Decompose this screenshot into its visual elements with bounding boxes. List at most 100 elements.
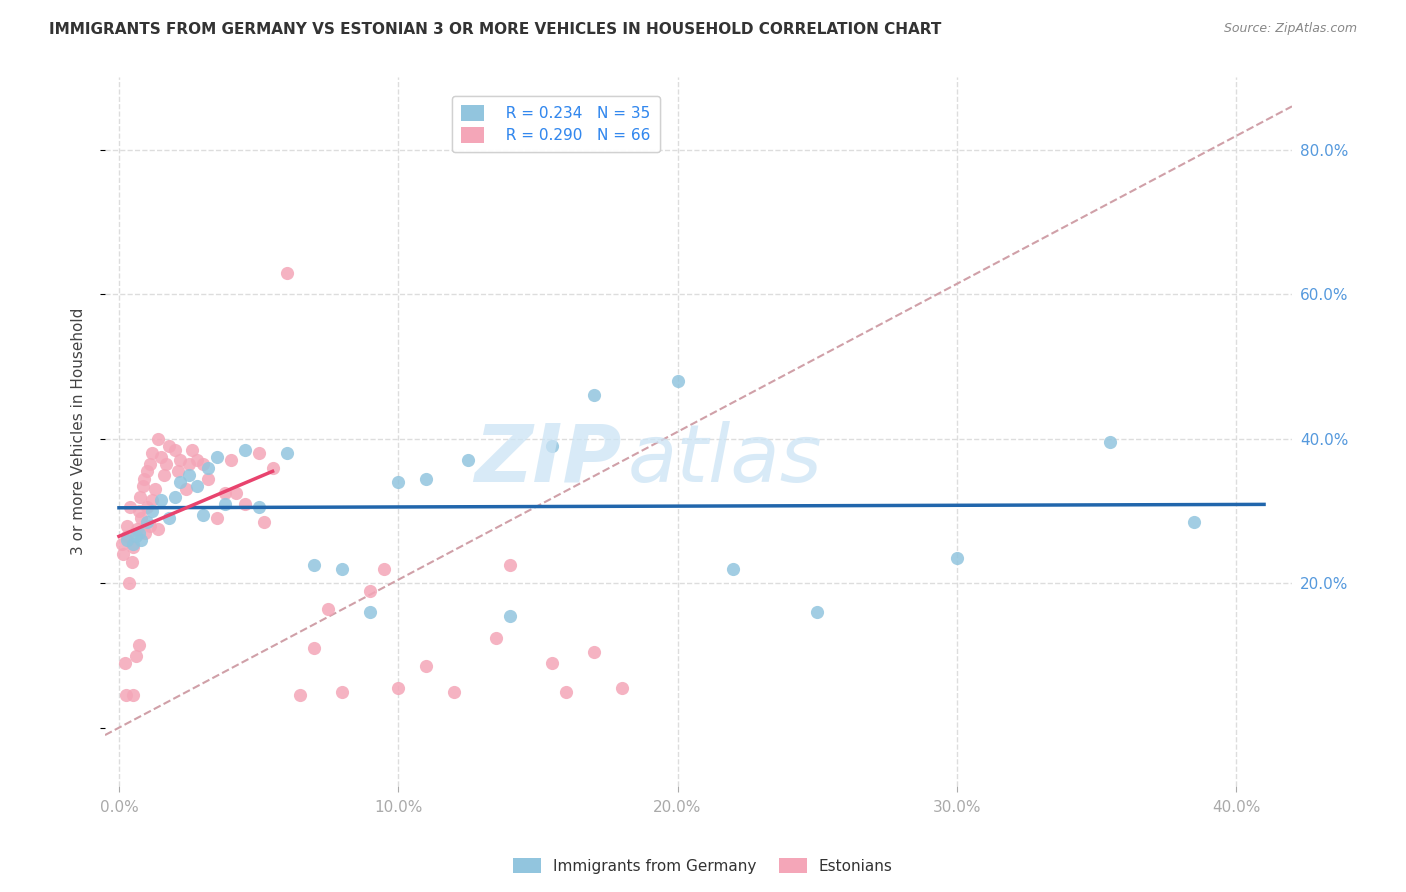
Point	[128, 638, 150, 652]
Point	[387, 681, 409, 695]
Text: Source: ZipAtlas.com: Source: ZipAtlas.com	[1223, 22, 1357, 36]
Point	[141, 446, 163, 460]
Point	[457, 453, 479, 467]
Point	[191, 508, 214, 522]
Point	[415, 659, 437, 673]
Point	[387, 475, 409, 490]
Point	[128, 504, 150, 518]
Point	[180, 442, 202, 457]
Point	[554, 684, 576, 698]
Point	[290, 689, 312, 703]
Point	[262, 460, 284, 475]
Point	[146, 432, 169, 446]
Point	[120, 500, 142, 515]
Point	[114, 656, 136, 670]
Point	[253, 515, 276, 529]
Point	[111, 536, 134, 550]
Legend:   R = 0.234   N = 35,   R = 0.290   N = 66: R = 0.234 N = 35, R = 0.290 N = 66	[453, 95, 659, 153]
Point	[146, 522, 169, 536]
Point	[125, 648, 148, 663]
Text: atlas: atlas	[627, 421, 823, 499]
Point	[122, 689, 145, 703]
Point	[318, 601, 340, 615]
Point	[135, 515, 157, 529]
Legend: Immigrants from Germany, Estonians: Immigrants from Germany, Estonians	[508, 852, 898, 880]
Point	[128, 525, 150, 540]
Text: IMMIGRANTS FROM GERMANY VS ESTONIAN 3 OR MORE VEHICLES IN HOUSEHOLD CORRELATION : IMMIGRANTS FROM GERMANY VS ESTONIAN 3 OR…	[49, 22, 942, 37]
Point	[112, 548, 135, 562]
Point	[186, 453, 208, 467]
Point	[541, 439, 564, 453]
Point	[373, 562, 395, 576]
Point	[332, 684, 354, 698]
Point	[499, 558, 522, 573]
Point	[163, 442, 186, 457]
Point	[276, 266, 298, 280]
Point	[125, 529, 148, 543]
Point	[186, 479, 208, 493]
Point	[127, 522, 149, 536]
Point	[214, 497, 236, 511]
Point	[129, 511, 152, 525]
Point	[166, 464, 188, 478]
Point	[541, 656, 564, 670]
Point	[174, 483, 197, 497]
Point	[197, 460, 219, 475]
Point	[1099, 435, 1122, 450]
Point	[118, 576, 141, 591]
Point	[443, 684, 465, 698]
Y-axis label: 3 or more Vehicles in Household: 3 or more Vehicles in Household	[72, 308, 86, 555]
Point	[152, 467, 174, 482]
Point	[610, 681, 633, 695]
Point	[1182, 515, 1205, 529]
Point	[205, 511, 228, 525]
Point	[723, 562, 745, 576]
Point	[138, 457, 160, 471]
Point	[132, 471, 155, 485]
Point	[214, 486, 236, 500]
Point	[117, 533, 139, 547]
Point	[205, 450, 228, 464]
Point	[169, 475, 191, 490]
Point	[219, 453, 242, 467]
Point	[806, 605, 828, 619]
Point	[177, 467, 200, 482]
Point	[135, 464, 157, 478]
Point	[233, 442, 256, 457]
Point	[117, 518, 139, 533]
Point	[121, 555, 143, 569]
Point	[129, 490, 152, 504]
Point	[304, 558, 326, 573]
Point	[169, 453, 191, 467]
Point	[191, 457, 214, 471]
Point	[149, 493, 172, 508]
Point	[157, 439, 180, 453]
Point	[582, 645, 605, 659]
Point	[155, 457, 177, 471]
Point	[197, 471, 219, 485]
Point	[666, 374, 689, 388]
Point	[359, 583, 381, 598]
Point	[131, 479, 153, 493]
Point	[359, 605, 381, 619]
Point	[122, 536, 145, 550]
Point	[141, 493, 163, 508]
Point	[415, 471, 437, 485]
Point	[129, 533, 152, 547]
Point	[304, 641, 326, 656]
Point	[143, 483, 166, 497]
Point	[485, 631, 508, 645]
Point	[134, 525, 156, 540]
Point	[115, 689, 138, 703]
Point	[225, 486, 247, 500]
Point	[247, 446, 270, 460]
Point	[157, 511, 180, 525]
Point	[247, 500, 270, 515]
Point	[149, 450, 172, 464]
Point	[141, 504, 163, 518]
Point	[233, 497, 256, 511]
Point	[135, 500, 157, 515]
Point	[138, 518, 160, 533]
Point	[122, 540, 145, 554]
Point	[117, 529, 139, 543]
